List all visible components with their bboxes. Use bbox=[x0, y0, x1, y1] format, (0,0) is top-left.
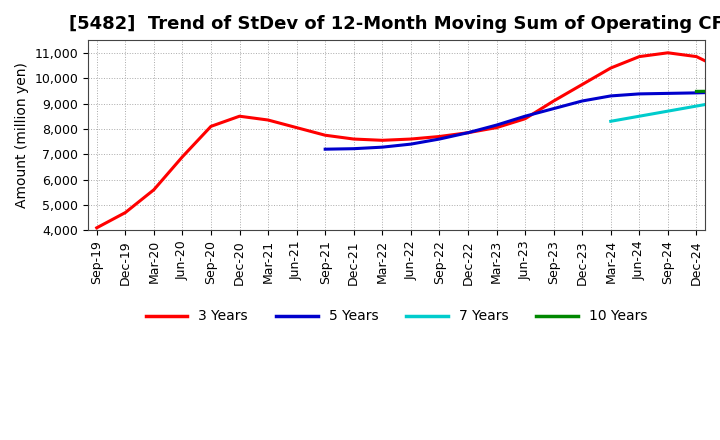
3 Years bbox=[92, 225, 101, 231]
3 Years bbox=[435, 134, 444, 139]
5 Years bbox=[635, 91, 644, 96]
10 Years bbox=[692, 89, 701, 94]
Line: 5 Years: 5 Years bbox=[325, 60, 720, 149]
Line: 3 Years: 3 Years bbox=[96, 48, 720, 228]
3 Years bbox=[464, 130, 472, 136]
3 Years bbox=[292, 125, 301, 130]
3 Years bbox=[549, 99, 558, 104]
7 Years bbox=[692, 103, 701, 109]
5 Years bbox=[549, 106, 558, 111]
3 Years bbox=[664, 50, 672, 55]
3 Years bbox=[407, 136, 415, 142]
5 Years bbox=[521, 114, 529, 119]
5 Years bbox=[664, 91, 672, 96]
3 Years bbox=[321, 132, 330, 138]
3 Years bbox=[492, 125, 501, 130]
Line: 7 Years: 7 Years bbox=[611, 91, 720, 121]
5 Years bbox=[378, 144, 387, 150]
3 Years bbox=[235, 114, 244, 119]
3 Years bbox=[178, 154, 186, 159]
3 Years bbox=[349, 136, 358, 142]
5 Years bbox=[578, 99, 587, 104]
5 Years bbox=[321, 147, 330, 152]
Legend: 3 Years, 5 Years, 7 Years, 10 Years: 3 Years, 5 Years, 7 Years, 10 Years bbox=[140, 304, 653, 329]
3 Years bbox=[521, 116, 529, 121]
7 Years bbox=[664, 109, 672, 114]
5 Years bbox=[464, 130, 472, 136]
5 Years bbox=[407, 142, 415, 147]
3 Years bbox=[578, 82, 587, 87]
5 Years bbox=[435, 136, 444, 142]
3 Years bbox=[692, 54, 701, 59]
7 Years bbox=[635, 114, 644, 119]
5 Years bbox=[606, 93, 615, 99]
3 Years bbox=[207, 124, 215, 129]
5 Years bbox=[349, 146, 358, 151]
Y-axis label: Amount (million yen): Amount (million yen) bbox=[15, 62, 29, 208]
5 Years bbox=[692, 90, 701, 95]
3 Years bbox=[150, 187, 158, 192]
3 Years bbox=[378, 138, 387, 143]
Title: [5482]  Trend of StDev of 12-Month Moving Sum of Operating CF: [5482] Trend of StDev of 12-Month Moving… bbox=[69, 15, 720, 33]
7 Years bbox=[606, 119, 615, 124]
5 Years bbox=[492, 122, 501, 128]
3 Years bbox=[606, 66, 615, 71]
3 Years bbox=[121, 210, 130, 215]
3 Years bbox=[635, 54, 644, 59]
3 Years bbox=[264, 117, 272, 123]
